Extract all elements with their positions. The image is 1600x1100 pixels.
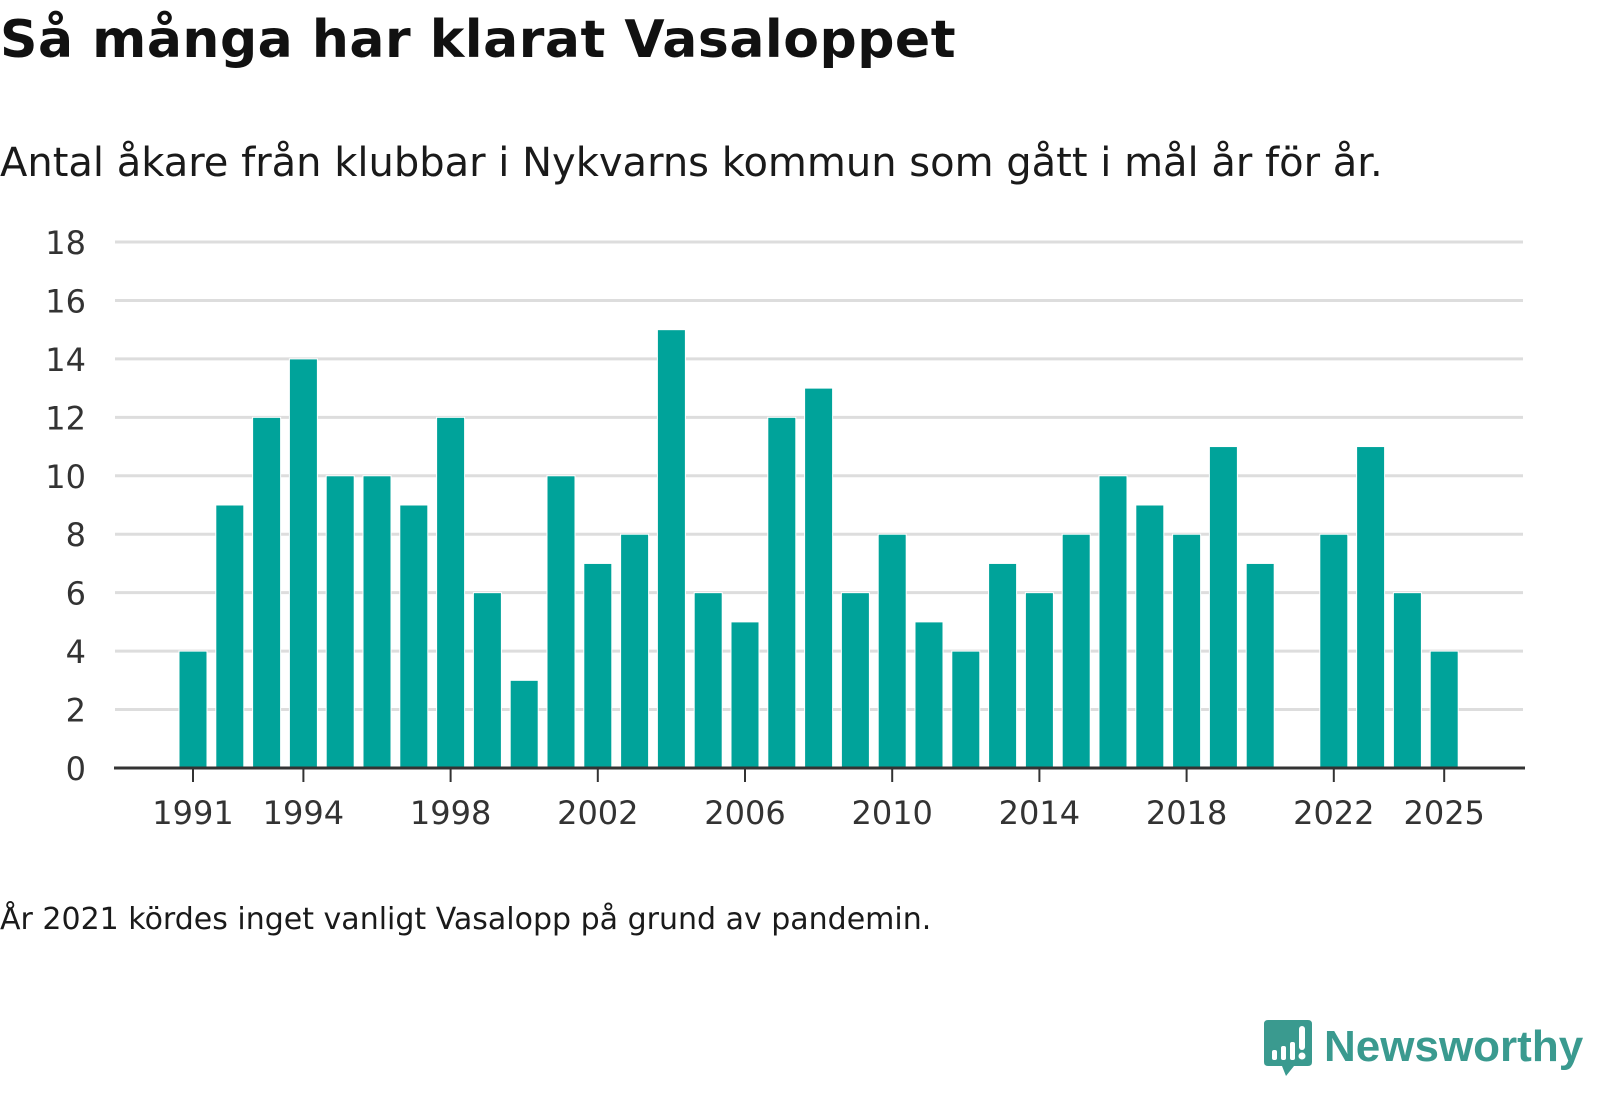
y-tick-label: 14 xyxy=(45,341,86,379)
bars xyxy=(178,329,1459,769)
newsworthy-logo-icon xyxy=(1264,1020,1312,1076)
y-tick-label: 12 xyxy=(45,399,86,437)
bar-2003[interactable] xyxy=(620,533,650,769)
x-tick-label: 2006 xyxy=(704,794,785,832)
bar-2015[interactable] xyxy=(1061,533,1091,769)
x-tick-label: 2022 xyxy=(1293,794,1374,832)
bar-2007[interactable] xyxy=(767,416,797,769)
bar-2010[interactable] xyxy=(877,533,907,769)
newsworthy-logo: Newsworthy xyxy=(1262,1018,1583,1076)
bar-2017[interactable] xyxy=(1135,504,1165,769)
bar-2020[interactable] xyxy=(1245,562,1275,769)
y-tick-label: 8 xyxy=(66,516,86,554)
bar-2013[interactable] xyxy=(988,562,1018,769)
bar-2005[interactable] xyxy=(693,592,723,769)
x-tick-label: 2014 xyxy=(999,794,1080,832)
bar-1997[interactable] xyxy=(399,504,429,769)
y-tick-label: 2 xyxy=(66,692,86,730)
y-tick-label: 16 xyxy=(45,282,86,320)
y-tick-label: 4 xyxy=(66,633,86,671)
bar-2024[interactable] xyxy=(1392,592,1422,769)
bar-2014[interactable] xyxy=(1024,592,1054,769)
y-tick-label: 10 xyxy=(45,458,86,496)
bar-2012[interactable] xyxy=(951,650,981,769)
x-tick-label: 1994 xyxy=(263,794,344,832)
y-tick-label: 18 xyxy=(45,224,86,262)
x-tick-label: 2018 xyxy=(1146,794,1227,832)
bar-2009[interactable] xyxy=(840,592,870,769)
bar-2008[interactable] xyxy=(804,387,834,769)
bar-2001[interactable] xyxy=(546,475,576,769)
x-tick-label: 1991 xyxy=(152,794,233,832)
bar-chart: 0 2 4 6 8 10 12 14 16 18 1991 1994 1998 2002 2006 2010… xyxy=(45,224,1525,832)
x-tick-label: 2025 xyxy=(1403,794,1484,832)
bar-1999[interactable] xyxy=(472,592,502,769)
bar-2022[interactable] xyxy=(1319,533,1349,769)
bar-1992[interactable] xyxy=(215,504,245,769)
x-axis-ticks: 1991 1994 1998 2002 2006 2010 2014 2018 2022 2025 xyxy=(152,768,1485,832)
bar-2023[interactable] xyxy=(1356,446,1386,769)
bar-2025[interactable] xyxy=(1429,650,1459,769)
bar-2019[interactable] xyxy=(1208,446,1238,769)
footnote: År 2021 kördes inget vanligt Vasalopp på… xyxy=(0,902,932,937)
bar-2004[interactable] xyxy=(656,329,686,769)
chart-title: Så många har klarat Vasaloppet xyxy=(0,10,957,70)
bar-2018[interactable] xyxy=(1172,533,1202,769)
bar-1996[interactable] xyxy=(362,475,392,769)
logo-text: Newsworthy xyxy=(1324,1022,1584,1071)
bar-1998[interactable] xyxy=(436,416,466,769)
x-tick-label: 2010 xyxy=(851,794,932,832)
bar-2002[interactable] xyxy=(583,562,613,769)
x-tick-label: 1998 xyxy=(410,794,491,832)
y-axis-ticks: 0 2 4 6 8 10 12 14 16 18 xyxy=(45,224,86,788)
bar-2011[interactable] xyxy=(914,621,944,769)
bar-2000[interactable] xyxy=(509,679,539,769)
y-tick-label: 6 xyxy=(66,575,86,613)
bar-1994[interactable] xyxy=(288,358,318,769)
bar-1995[interactable] xyxy=(325,475,355,769)
bar-1993[interactable] xyxy=(252,416,282,769)
bar-2006[interactable] xyxy=(730,621,760,769)
x-tick-label: 2002 xyxy=(557,794,638,832)
bar-1991[interactable] xyxy=(178,650,208,769)
chart-subtitle: Antal åkare från klubbar i Nykvarns komm… xyxy=(0,140,1383,186)
bar-2016[interactable] xyxy=(1098,475,1128,769)
y-tick-label: 0 xyxy=(66,750,86,788)
